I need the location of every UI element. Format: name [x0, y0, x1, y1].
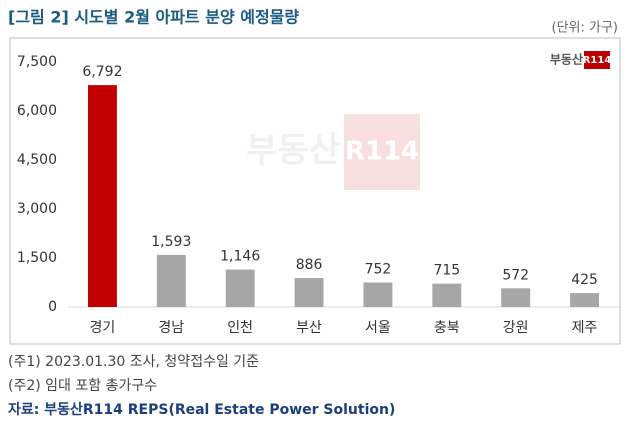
- y-tick-label: 4,500: [17, 152, 57, 168]
- watermark-mark: R114: [345, 137, 419, 167]
- x-tick-label: 강원: [503, 320, 529, 336]
- bar: [501, 288, 531, 307]
- bar: [294, 278, 324, 307]
- y-tick-label: 6,000: [17, 103, 57, 119]
- chart-title: [그림 2] 시도별 2월 아파트 분양 예정물량: [8, 8, 299, 27]
- watermark-text: 부동산: [246, 131, 340, 171]
- y-tick-label: 3,000: [17, 201, 57, 217]
- x-tick-label: 제주: [572, 320, 598, 336]
- value-label: 752: [365, 261, 392, 277]
- value-label: 1,146: [220, 249, 260, 265]
- chart-frame: [9, 37, 621, 345]
- note: (주1) 2023.01.30 조사, 청약접수일 기준: [8, 354, 259, 370]
- x-tick-label: 경남: [158, 320, 184, 336]
- value-label: 6,792: [82, 64, 122, 80]
- x-tick-label: 부산: [296, 320, 322, 336]
- watermark-box: [344, 114, 420, 190]
- y-tick-label: 1,500: [17, 250, 57, 266]
- value-label: 715: [433, 263, 460, 279]
- bar: [570, 293, 600, 307]
- note: (주2) 임대 포함 총가구수: [8, 378, 157, 394]
- value-label: 572: [502, 267, 529, 283]
- x-tick-label: 서울: [365, 320, 391, 336]
- bar: [363, 282, 393, 307]
- value-label: 886: [296, 257, 323, 273]
- unit-label: (단위: 가구): [552, 21, 619, 36]
- x-tick-label: 경기: [90, 320, 116, 336]
- bar: [432, 283, 462, 307]
- brand-text: 부동산: [550, 52, 583, 67]
- x-tick-label: 인천: [227, 320, 253, 336]
- watermark: 부동산 R114: [246, 114, 420, 190]
- value-label: 1,593: [151, 234, 191, 250]
- source: 자료: 부동산R114 REPS(Real Estate Power Solut…: [8, 401, 395, 418]
- value-label: 425: [571, 272, 598, 288]
- y-tick-label: 7,500: [17, 54, 57, 70]
- bar: [225, 269, 255, 307]
- x-tick-label: 충북: [434, 320, 460, 336]
- bar: [156, 254, 186, 307]
- bar: [87, 85, 117, 308]
- brand-box: [584, 51, 610, 69]
- brand-mark: R114: [583, 55, 612, 66]
- y-tick-label: 0: [48, 299, 57, 315]
